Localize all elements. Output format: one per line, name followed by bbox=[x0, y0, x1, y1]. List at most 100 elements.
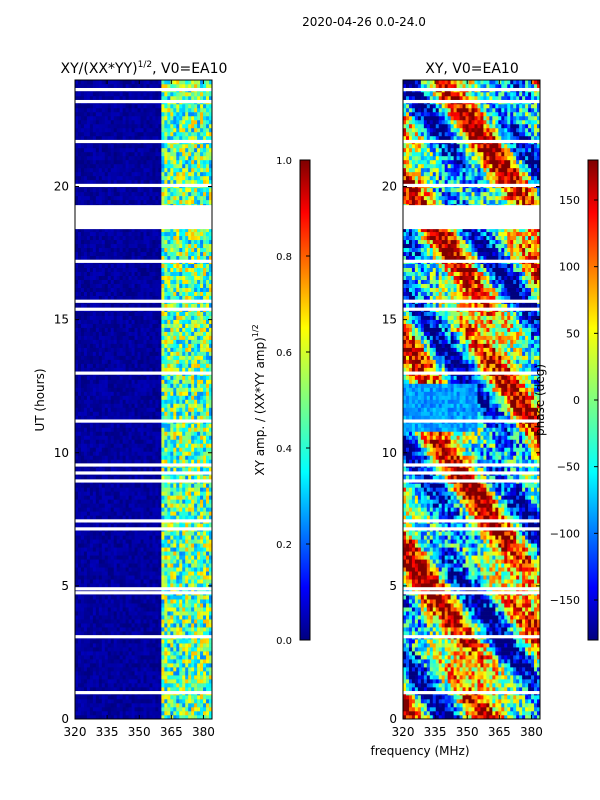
heatmap-cell bbox=[188, 563, 192, 568]
heatmap-cell bbox=[146, 327, 150, 332]
heatmap-cell bbox=[95, 675, 100, 680]
heatmap-cell bbox=[128, 351, 132, 356]
heatmap-cell bbox=[89, 323, 94, 328]
heatmap-cell bbox=[89, 675, 94, 680]
heatmap-cell bbox=[179, 439, 183, 444]
heatmap-cell bbox=[176, 347, 180, 352]
heatmap-cell bbox=[89, 515, 94, 520]
heatmap-cell bbox=[182, 335, 186, 340]
heatmap-cell bbox=[161, 483, 165, 488]
heatmap-cell bbox=[140, 563, 144, 568]
heatmap-cell bbox=[128, 375, 132, 380]
heatmap-cell bbox=[182, 663, 186, 668]
heatmap-cell bbox=[161, 711, 165, 716]
heatmap-cell bbox=[86, 363, 91, 368]
heatmap-cell bbox=[182, 395, 186, 400]
heatmap-cell bbox=[191, 715, 195, 719]
heatmap-cell bbox=[75, 627, 79, 632]
heatmap-cell bbox=[164, 435, 168, 440]
heatmap-cell bbox=[188, 295, 192, 300]
heatmap-cell bbox=[119, 615, 123, 620]
heatmap-cell bbox=[188, 599, 192, 604]
heatmap-cell bbox=[119, 303, 123, 308]
heatmap-cell bbox=[158, 363, 162, 368]
heatmap-cell bbox=[209, 595, 212, 600]
heatmap-cell bbox=[98, 667, 103, 672]
heatmap-cell bbox=[143, 295, 147, 300]
heatmap-cell bbox=[80, 623, 85, 628]
heatmap-cell bbox=[77, 435, 82, 440]
heatmap-cell bbox=[182, 451, 186, 456]
heatmap-cell bbox=[75, 503, 79, 508]
heatmap-cell bbox=[158, 715, 162, 719]
heatmap-cell bbox=[191, 447, 195, 452]
heatmap-cell bbox=[176, 319, 180, 324]
heatmap-cell bbox=[197, 563, 201, 568]
heatmap-cell bbox=[194, 711, 198, 716]
heatmap-cell bbox=[75, 367, 79, 372]
heatmap-cell bbox=[149, 367, 153, 372]
heatmap-cell bbox=[188, 387, 192, 392]
heatmap-cell bbox=[107, 535, 112, 540]
heatmap-cell bbox=[122, 623, 126, 628]
heatmap-cell bbox=[137, 347, 141, 352]
heatmap-cell bbox=[137, 599, 141, 604]
heatmap-cell bbox=[149, 623, 153, 628]
heatmap-cell bbox=[206, 491, 210, 496]
heatmap-cell bbox=[92, 347, 97, 352]
heatmap-cell bbox=[206, 511, 210, 516]
heatmap-cell bbox=[119, 555, 123, 560]
heatmap-cell bbox=[86, 423, 91, 428]
heatmap-cell bbox=[188, 507, 192, 512]
heatmap-cell bbox=[161, 547, 165, 552]
heatmap-cell bbox=[188, 647, 192, 652]
heatmap-cell bbox=[200, 651, 204, 656]
heatmap-cell bbox=[170, 467, 174, 472]
heatmap-cell bbox=[77, 607, 82, 612]
heatmap-cell bbox=[137, 711, 141, 716]
heatmap-cell bbox=[95, 615, 100, 620]
heatmap-cell bbox=[161, 627, 165, 632]
heatmap-cell bbox=[152, 619, 156, 624]
heatmap-cell bbox=[146, 391, 150, 396]
heatmap-cell bbox=[75, 499, 79, 504]
heatmap-cell bbox=[131, 351, 135, 356]
heatmap-cell bbox=[95, 311, 100, 316]
heatmap-cell bbox=[143, 411, 147, 416]
heatmap-cell bbox=[122, 415, 126, 420]
heatmap-cell bbox=[131, 483, 135, 488]
heatmap-cell bbox=[143, 547, 147, 552]
heatmap-cell bbox=[122, 631, 126, 636]
heatmap-cell bbox=[134, 487, 138, 492]
heatmap-cell bbox=[206, 631, 210, 636]
heatmap-cell bbox=[107, 359, 112, 364]
heatmap-cell bbox=[194, 543, 198, 548]
heatmap-cell bbox=[179, 403, 183, 408]
heatmap-cell bbox=[185, 339, 189, 344]
heatmap-cell bbox=[113, 699, 117, 704]
heatmap-cell bbox=[77, 643, 82, 648]
heatmap-cell bbox=[143, 423, 147, 428]
heatmap-cell bbox=[170, 327, 174, 332]
heatmap-cell bbox=[104, 499, 109, 504]
heatmap-cell bbox=[179, 627, 183, 632]
heatmap-cell bbox=[191, 551, 195, 556]
heatmap-cell bbox=[101, 435, 106, 440]
heatmap-cell bbox=[137, 523, 141, 528]
heatmap-cell bbox=[83, 319, 88, 324]
heatmap-cell bbox=[137, 443, 141, 448]
heatmap-cell bbox=[194, 431, 198, 436]
heatmap-cell bbox=[209, 515, 212, 520]
heatmap-cell bbox=[119, 547, 123, 552]
heatmap-cell bbox=[164, 475, 168, 480]
heatmap-cell bbox=[119, 619, 123, 624]
heatmap-cell bbox=[167, 627, 171, 632]
heatmap-cell bbox=[137, 507, 141, 512]
heatmap-cell bbox=[143, 395, 147, 400]
heatmap-cell bbox=[77, 531, 82, 536]
heatmap-cell bbox=[167, 295, 171, 300]
heatmap-cell bbox=[185, 599, 189, 604]
heatmap-cell bbox=[167, 603, 171, 608]
heatmap-cell bbox=[191, 431, 195, 436]
heatmap-cell bbox=[176, 671, 180, 676]
